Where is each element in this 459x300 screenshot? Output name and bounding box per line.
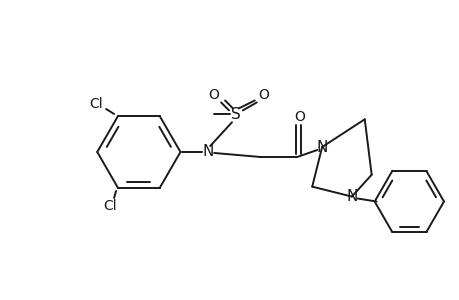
- Text: O: O: [257, 88, 269, 101]
- Text: N: N: [316, 140, 327, 154]
- Text: O: O: [293, 110, 304, 124]
- Text: S: S: [230, 107, 241, 122]
- Text: N: N: [346, 189, 357, 204]
- Text: Cl: Cl: [103, 199, 117, 213]
- Text: Cl: Cl: [89, 97, 103, 111]
- Text: N: N: [202, 145, 213, 160]
- Text: O: O: [208, 88, 219, 101]
